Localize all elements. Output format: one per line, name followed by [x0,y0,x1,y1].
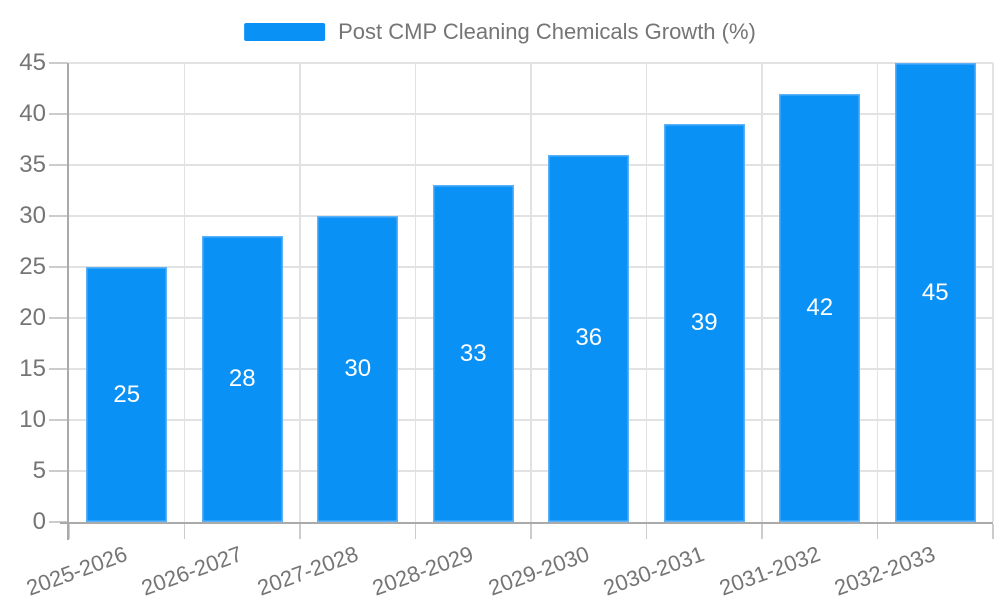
bar: 33 [432,185,514,522]
x-tick [414,524,417,539]
y-tick [49,470,68,472]
x-axis-label: 2032-2033 [831,541,939,600]
bar: 36 [548,154,630,522]
legend[interactable]: Post CMP Cleaning Chemicals Growth (%) [244,19,756,45]
x-tick [876,524,879,539]
y-tick-label: 0 [32,508,46,535]
y-tick-label: 10 [19,406,46,433]
y-tick-label: 15 [19,355,46,382]
x-grid-line [761,63,763,522]
bar-value-label: 42 [806,293,834,321]
plot-area: 0 5 10 15 20 25 30 35 40 45 25 28 30 33 36 39 42 45 [19,51,994,540]
x-tick [530,524,532,539]
bar: 45 [894,63,976,522]
y-tick-label: 20 [19,304,46,331]
bar-value-label: 39 [690,309,718,337]
bar-value-label: 45 [921,278,949,306]
x-tick [761,524,763,539]
y-tick [49,317,68,319]
bar: 25 [86,267,168,522]
x-axis-label: 2026-2027 [138,541,246,600]
y-tick-label: 40 [19,100,46,127]
y-tick [49,215,68,217]
y-tick [49,521,68,523]
x-grid-line [414,63,417,522]
x-tick [299,524,301,539]
y-tick [49,113,68,115]
bar-value-label: 33 [459,339,487,367]
y-tick [49,266,68,268]
x-grid-line [299,63,301,522]
bar: 30 [317,216,399,522]
bar-value-label: 36 [575,324,603,352]
y-tick [49,419,68,421]
y-tick [49,164,68,166]
bar-value-label: 28 [228,365,256,393]
x-axis-label: 2030-2031 [600,541,708,600]
bar-value-label: 25 [113,380,141,408]
x-axis-label: 2027-2028 [253,541,361,600]
x-grid-line [183,63,186,522]
x-grid-line [530,63,532,522]
y-tick [49,368,68,370]
legend-swatch [244,23,326,42]
y-axis-line [67,63,69,540]
x-tick [992,524,994,539]
bar-value-label: 30 [344,355,372,382]
x-axis-line [60,522,993,524]
y-tick-label: 35 [19,151,46,178]
y-tick-label: 5 [32,457,46,484]
x-grid-line [645,63,648,522]
y-tick-label: 25 [19,253,46,280]
x-axis-label: 2029-2030 [484,541,592,600]
y-tick-label: 30 [19,202,46,229]
y-tick-label: 45 [19,49,46,76]
bar: 28 [201,236,283,522]
x-tick [68,524,70,539]
x-axis-label: 2028-2029 [369,541,477,600]
y-tick [49,62,68,64]
x-grid-line [876,63,879,522]
bar: 39 [663,124,745,522]
legend-label: Post CMP Cleaning Chemicals Growth (%) [338,19,756,44]
x-axis-label: 2031-2032 [715,541,823,600]
x-tick [183,524,186,539]
x-tick [645,524,648,539]
bar: 42 [779,93,861,522]
x-grid-line [992,63,994,522]
x-axis-label: 2025-2026 [22,541,130,600]
